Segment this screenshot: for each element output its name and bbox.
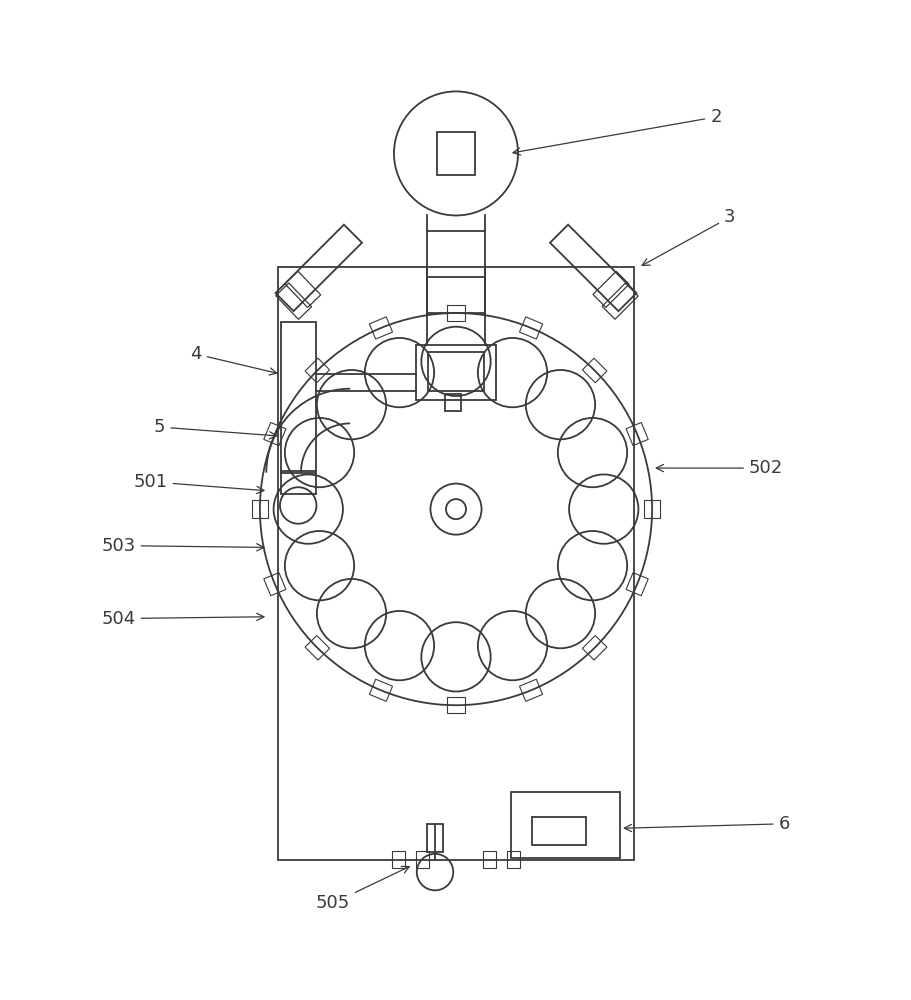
Bar [281, 471, 315, 494]
Bar [483, 851, 496, 868]
Text: 503: 503 [101, 537, 263, 555]
Bar [436, 132, 475, 175]
Text: 505: 505 [315, 866, 409, 912]
Bar [281, 322, 315, 473]
Bar [426, 824, 443, 852]
Bar [510, 792, 619, 858]
Bar [445, 394, 461, 411]
Text: 4: 4 [190, 345, 277, 375]
Text: 501: 501 [133, 473, 263, 494]
Bar [507, 851, 519, 868]
Bar [278, 267, 633, 860]
Text: 3: 3 [641, 208, 734, 265]
Bar [427, 352, 484, 391]
Text: 5: 5 [154, 418, 276, 439]
Bar [415, 345, 496, 400]
Text: 6: 6 [624, 815, 789, 833]
Bar [426, 231, 485, 313]
Bar [415, 851, 428, 868]
Bar [392, 851, 404, 868]
Text: 502: 502 [656, 459, 783, 477]
Text: 2: 2 [513, 108, 721, 155]
Text: 504: 504 [101, 610, 263, 628]
Bar [531, 817, 586, 845]
